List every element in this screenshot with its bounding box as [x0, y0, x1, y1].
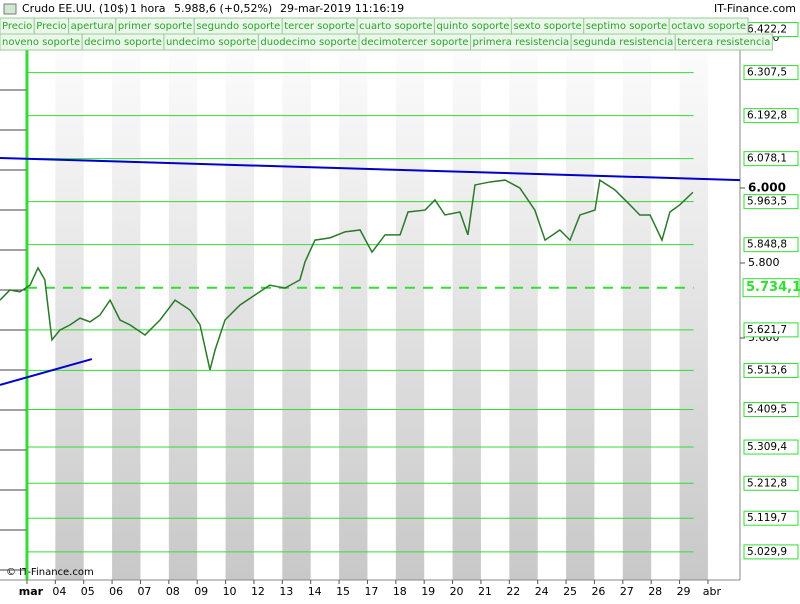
x-tick-label: 18: [393, 585, 407, 598]
x-tick-label: 21: [478, 585, 492, 598]
x-tick-label: 12: [251, 585, 265, 598]
x-tick-label: 10: [223, 585, 237, 598]
level-label-box: [743, 510, 799, 526]
legend-entry: tercer soporte: [284, 21, 355, 32]
open-label-box: [742, 278, 800, 298]
day-band: [395, 18, 425, 580]
day-band: [566, 18, 595, 580]
level-label-box: [743, 108, 799, 124]
day-band: [282, 18, 311, 580]
legend-entry: octavo soporte: [671, 21, 746, 32]
day-band: [55, 18, 84, 580]
x-tick-label: 19: [421, 585, 435, 598]
level-label: 5.513,6: [747, 364, 787, 376]
y-tick-label: 6.000: [748, 180, 786, 194]
x-tick-label: 28: [648, 585, 662, 598]
level-label: 5.963,5: [747, 196, 787, 208]
date: 29-mar-2019 11:16:19: [280, 2, 404, 15]
legend-entry: primera resistencia: [473, 37, 570, 48]
legend-entry: segundo soporte: [196, 21, 280, 32]
level-label: 5.409,5: [747, 403, 787, 415]
day-band: [168, 18, 198, 580]
level-label: 5.119,7: [747, 512, 787, 524]
x-tick-label: 15: [336, 585, 350, 598]
price-line: [0, 178, 694, 371]
x-tick-label: 14: [308, 585, 322, 598]
legend-entry: Precio: [2, 21, 32, 32]
x-tick-label: 25: [563, 585, 577, 598]
legend-entry: Precio: [36, 21, 66, 32]
x-tick-label: 22: [506, 585, 520, 598]
x-tick-label: 05: [81, 585, 95, 598]
day-band: [339, 18, 368, 580]
legend-entry: noveno soporte: [2, 37, 80, 48]
level-label-box: [743, 194, 799, 210]
level-label: 6.307,5: [747, 67, 787, 79]
day-band: [452, 18, 481, 580]
copyright: © IT-Finance.com: [6, 567, 94, 578]
interval: 1 hora: [130, 2, 165, 15]
x-tick-label: 20: [450, 585, 464, 598]
level-label: 5.212,8: [747, 477, 787, 489]
header-bar: [0, 0, 800, 18]
level-label-box: [743, 475, 799, 491]
level-label-box: [743, 65, 799, 81]
level-label: 5.621,7: [747, 324, 787, 336]
level-label-box: [743, 362, 799, 378]
x-tick-label: 27: [620, 585, 634, 598]
legend-entry: tercera resistencia: [677, 37, 770, 48]
title: Crudo EE.UU. (10$): [22, 2, 128, 15]
legend-entry: segunda resistencia: [573, 37, 673, 48]
legend-entry: decimo soporte: [84, 37, 162, 48]
y-tick-label: 5.800: [748, 256, 780, 269]
trendline: [0, 156, 741, 182]
level-label: 6.422,2: [747, 24, 787, 36]
x-tick-label: 13: [279, 585, 293, 598]
x-tick-label: 04: [52, 585, 66, 598]
last-price: 5.988,6 (+0,52%): [174, 2, 272, 15]
price-axis-panel: [740, 18, 800, 580]
x-tick-label: 24: [535, 585, 549, 598]
x-tick-label: 06: [109, 585, 123, 598]
legend-entry: apertura: [71, 21, 114, 32]
level-label: 6.078,1: [747, 153, 787, 165]
legend-box: [674, 33, 773, 51]
day-band: [509, 18, 538, 580]
legend-entry: undecimo soporte: [166, 37, 256, 48]
legend-entry: cuarto soporte: [359, 21, 432, 32]
x-tick-label: 07: [137, 585, 151, 598]
legend-entry: decimotercer soporte: [361, 37, 469, 48]
level-label-box: [743, 237, 799, 253]
day-band: [622, 18, 652, 580]
level-label: 5.029,9: [747, 546, 787, 558]
open-label: 5.734,1: [746, 280, 800, 295]
level-label: 6.192,8: [747, 110, 787, 122]
x-tick-label: 17: [364, 585, 378, 598]
legend-entry: quinto soporte: [436, 21, 509, 32]
icon: [3, 3, 17, 15]
trendline: [0, 358, 93, 386]
level-label: 5.848,8: [747, 239, 787, 251]
legend-entry: duodecimo soporte: [260, 37, 357, 48]
x-tick-label: 29: [677, 585, 691, 598]
x-tick-label: abr: [703, 585, 722, 598]
level-label-box: [743, 439, 799, 455]
level-label-box: [743, 544, 799, 560]
level-label-box: [743, 401, 799, 417]
source: IT-Finance.com: [714, 2, 796, 15]
day-band: [112, 18, 141, 580]
level-label-box: [743, 322, 799, 338]
level-label-box: [743, 151, 799, 167]
day-band: [679, 18, 708, 580]
x-tick-label: 08: [166, 585, 180, 598]
x-tick-label: mar: [19, 585, 44, 598]
x-tick-label: 09: [194, 585, 208, 598]
level-label: 5.309,4: [747, 441, 787, 453]
legend-entry: septimo soporte: [586, 21, 667, 32]
x-tick-label: 26: [591, 585, 605, 598]
legend-entry: sexto soporte: [513, 21, 581, 32]
legend-entry: primer soporte: [118, 21, 192, 32]
